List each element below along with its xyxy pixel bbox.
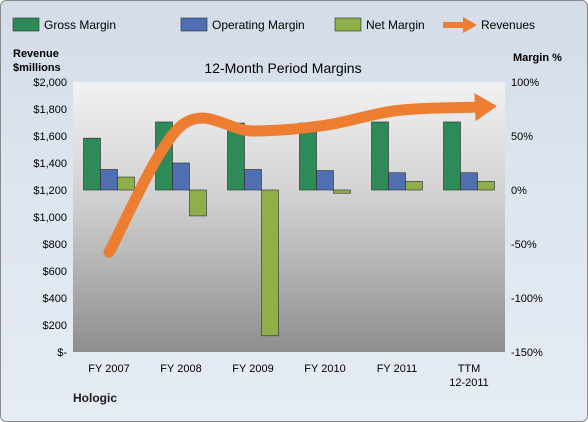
- bar-operating-margin: [388, 172, 406, 191]
- bar-operating-margin: [244, 169, 262, 191]
- left-tick-label: $1,800: [33, 104, 67, 116]
- plot-area: $- $200 $400 $600 $800 $1,000 $1,200 $1,400 $1,6…: [33, 77, 543, 389]
- right-axis-title: Margin %: [513, 52, 562, 64]
- legend-swatch: [12, 17, 40, 32]
- left-tick-label: $-: [57, 347, 67, 359]
- right-tick-label: 50%: [511, 131, 533, 143]
- bar-gross-margin: [83, 137, 101, 191]
- left-axis-title-line1: Revenue: [13, 48, 59, 60]
- left-tick-label: $600: [43, 266, 67, 278]
- legend-label: Operating Margin: [212, 18, 305, 32]
- revenue-arrow-head: [474, 93, 497, 122]
- left-tick-label: $2,000: [33, 77, 67, 89]
- legend-swatch: [334, 17, 362, 32]
- bar-gross-margin: [443, 121, 461, 191]
- left-tick-label: $1,200: [33, 185, 67, 197]
- legend-swatch: [180, 17, 208, 32]
- bar-net-margin: [477, 181, 495, 191]
- legend-swatch-arrow: [463, 17, 477, 33]
- right-tick-label: -100%: [511, 293, 543, 305]
- x-tick-label: FY 2011: [377, 363, 418, 375]
- bar-operating-margin: [316, 170, 334, 191]
- bar-net-margin: [405, 181, 423, 191]
- x-tick-label: FY 2009: [232, 363, 273, 375]
- legend-label: Net Margin: [366, 18, 425, 32]
- x-tick-label: FY 2010: [304, 363, 345, 375]
- left-tick-label: $1,600: [33, 131, 67, 143]
- left-tick-label: $1,000: [33, 212, 67, 224]
- right-tick-label: -150%: [511, 347, 543, 359]
- right-tick-label: 100%: [511, 77, 539, 89]
- right-tick-label: 0%: [511, 185, 527, 197]
- chart-title: 12-Month Period Margins: [204, 60, 361, 76]
- legend: Gross Margin Operating Margin Net Margin Re…: [12, 17, 535, 33]
- x-tick-label: FY 2007: [88, 363, 129, 375]
- bar-net-margin: [189, 189, 207, 217]
- bar-gross-margin: [371, 121, 389, 191]
- left-axis-title-line2: $millions: [13, 62, 61, 74]
- left-tick-label: $200: [43, 320, 67, 332]
- x-tick-label: TTM 12-2011: [449, 363, 489, 389]
- bar-operating-margin: [460, 172, 478, 191]
- plot-background: [73, 82, 505, 352]
- revenue-line: [103, 101, 481, 258]
- bar-net-margin: [117, 176, 135, 191]
- bar-operating-margin: [100, 169, 118, 191]
- bar-net-margin: [333, 189, 351, 194]
- bar-net-margin: [261, 189, 279, 337]
- left-tick-label: $1,400: [33, 158, 67, 170]
- right-tick-label: -50%: [511, 239, 537, 251]
- left-tick-label: $400: [43, 293, 67, 305]
- x-tick-label: FY 2008: [160, 363, 201, 375]
- legend-label: Revenues: [481, 18, 535, 32]
- bar-operating-margin: [172, 162, 190, 191]
- left-tick-label: $800: [43, 239, 67, 251]
- company-label: Hologic: [73, 391, 117, 405]
- legend-label: Gross Margin: [44, 18, 116, 32]
